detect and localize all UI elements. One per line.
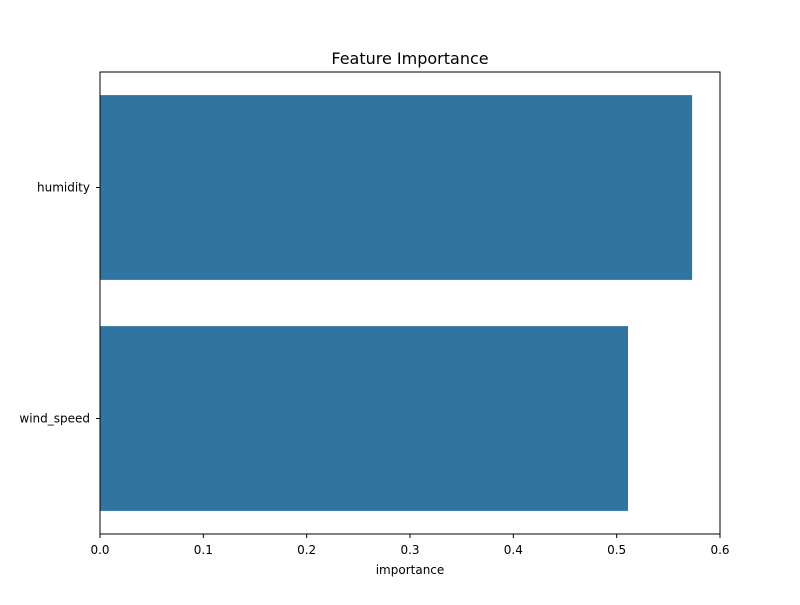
x-tick-label: 0.0 (90, 543, 109, 557)
bar-wind_speed (100, 326, 629, 511)
x-tick-label: 0.6 (710, 543, 729, 557)
x-tick-label: 0.5 (607, 543, 626, 557)
x-tick-label: 0.3 (400, 543, 419, 557)
x-tick-label: 0.1 (194, 543, 213, 557)
x-axis-ticks: 0.0 0.1 0.2 0.3 0.4 0.5 0.6 (90, 534, 730, 557)
x-axis-label: importance (376, 563, 445, 577)
y-tick-label: wind_speed (19, 412, 90, 426)
x-tick-label: 0.2 (297, 543, 316, 557)
y-axis-ticks: humidity wind_speed (19, 181, 100, 426)
x-tick-label: 0.4 (504, 543, 523, 557)
bar-humidity (100, 95, 693, 280)
chart-title: Feature Importance (331, 49, 488, 68)
y-tick-label: humidity (37, 181, 90, 195)
bars-layer (100, 95, 693, 511)
